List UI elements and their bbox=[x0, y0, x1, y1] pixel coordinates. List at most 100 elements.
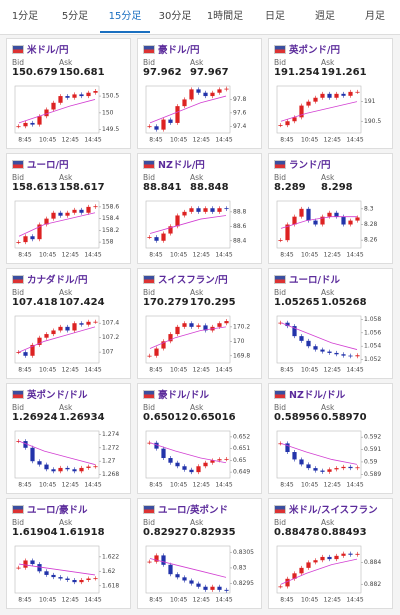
mini-chart: 149.5 150 150.5 8:45 10:45 12:45 14:45 bbox=[14, 85, 119, 144]
y-tick-label: 1.618 bbox=[102, 582, 119, 589]
candle bbox=[189, 580, 194, 584]
candle bbox=[203, 92, 208, 97]
plot-frame bbox=[145, 200, 231, 249]
flag bbox=[143, 390, 155, 399]
candle bbox=[161, 119, 166, 130]
rate-panel[interactable]: ユーロ/英ポンド Bid Ask 0.82927 0.82935 0.8295 0.83 0.… bbox=[137, 498, 262, 609]
bid-value: 1.05265 bbox=[274, 297, 320, 308]
x-tick-label: 12:45 bbox=[62, 367, 79, 374]
candle bbox=[168, 458, 173, 463]
candle bbox=[44, 109, 49, 117]
rate-panel[interactable]: 豪ドル/ドル Bid Ask 0.65012 0.65016 0.649 0.65 0.651… bbox=[137, 383, 262, 494]
rate-panel[interactable]: 米ドル/スイスフラン Bid Ask 0.88478 0.88493 0.882 0.884… bbox=[268, 498, 393, 609]
candle bbox=[320, 349, 325, 352]
y-tick-label: 0.65 bbox=[233, 457, 247, 464]
tab[interactable]: 30分足 bbox=[158, 11, 192, 22]
candle bbox=[278, 443, 283, 445]
y-tick-label: 1.27 bbox=[102, 458, 116, 465]
candle bbox=[44, 571, 49, 575]
candle bbox=[16, 352, 21, 353]
pair-name[interactable]: スイスフラン/円 bbox=[158, 275, 228, 286]
ask-value: 1.61918 bbox=[59, 527, 105, 538]
candle bbox=[161, 341, 166, 349]
pair-name[interactable]: NZドル/円 bbox=[158, 160, 205, 171]
pair-name[interactable]: 米ドル/円 bbox=[27, 45, 69, 56]
candle bbox=[175, 215, 180, 227]
candle bbox=[30, 236, 35, 240]
pair-name[interactable]: カナダドル/円 bbox=[27, 275, 88, 286]
tab[interactable]: 1分足 bbox=[11, 11, 39, 22]
bid-value: 107.418 bbox=[12, 297, 58, 308]
pair-name[interactable]: 米ドル/スイスフラン bbox=[289, 505, 378, 516]
candle bbox=[278, 125, 283, 126]
candle bbox=[58, 326, 63, 331]
tab[interactable]: 5分足 bbox=[61, 11, 89, 22]
tab[interactable]: 1時間足 bbox=[206, 11, 244, 22]
y-tick-label: 0.589 bbox=[364, 471, 381, 478]
tab[interactable]: 日足 bbox=[265, 11, 285, 22]
x-tick-label: 14:45 bbox=[84, 137, 101, 144]
ask-value: 0.65016 bbox=[190, 412, 236, 423]
moving-average bbox=[18, 563, 96, 576]
tab-bar: 1分足 5分足 15分足 30分足 1時間足 日足 週足 月足 bbox=[0, 0, 400, 35]
x-tick-label: 12:45 bbox=[62, 597, 79, 604]
rate-panel[interactable]: 英ポンド/ドル Bid Ask 1.26924 1.26934 1.268 1.27 1.27… bbox=[6, 383, 131, 494]
y-tick-label: 1.274 bbox=[102, 431, 119, 438]
x-tick-label: 8:45 bbox=[18, 597, 32, 604]
y-tick-label: 170.2 bbox=[233, 323, 250, 330]
candle bbox=[161, 555, 166, 565]
candle bbox=[320, 470, 325, 472]
rate-panel[interactable]: 豪ドル/円 Bid Ask 97.962 97.967 97.4 97.6 97.8 8:45 1… bbox=[137, 38, 262, 149]
tab[interactable]: 週足 bbox=[315, 11, 335, 22]
moving-average bbox=[18, 326, 96, 353]
x-tick-label: 12:45 bbox=[62, 137, 79, 144]
x-tick-label: 12:45 bbox=[193, 482, 210, 489]
flag bbox=[12, 390, 24, 399]
rate-panel[interactable]: NZドル/円 Bid Ask 88.841 88.848 88.4 88.6 88.8 8:45… bbox=[137, 153, 262, 264]
pair-name[interactable]: 豪ドル/円 bbox=[158, 45, 200, 56]
rate-panel[interactable]: カナダドル/円 Bid Ask 107.418 107.424 107 107.2 107.4… bbox=[6, 268, 131, 379]
candle bbox=[196, 466, 201, 473]
candle bbox=[292, 452, 297, 460]
rate-panel[interactable]: 英ポンド/円 Bid Ask 191.254 191.261 190.5 191 8:45 10… bbox=[268, 38, 393, 149]
x-tick-label: 12:45 bbox=[324, 482, 341, 489]
tab[interactable]: 月足 bbox=[365, 11, 385, 22]
pair-name[interactable]: 豪ドル/ドル bbox=[158, 390, 209, 401]
candle bbox=[44, 218, 49, 225]
y-tick-label: 1.052 bbox=[364, 356, 381, 363]
x-tick-label: 10:45 bbox=[170, 252, 187, 259]
mini-chart: 1.618 1.62 1.622 8:45 10:45 12:45 14:45 bbox=[14, 545, 119, 604]
candle bbox=[154, 442, 159, 449]
candle bbox=[224, 589, 229, 591]
x-tick-label: 10:45 bbox=[170, 137, 187, 144]
pair-name[interactable]: 英ポンド/ドル bbox=[27, 390, 88, 401]
pair-name[interactable]: ユーロ/英ポンド bbox=[158, 505, 228, 516]
mini-chart: 169.8 170 170.2 8:45 10:45 12:45 14:45 bbox=[145, 315, 250, 374]
rate-panel[interactable]: NZドル/ドル Bid Ask 0.58956 0.58970 0.589 0.59 0.59… bbox=[268, 383, 393, 494]
pair-name[interactable]: NZドル/ドル bbox=[289, 390, 346, 401]
pair-name[interactable]: ユーロ/ドル bbox=[289, 275, 340, 286]
bid-label: Bid bbox=[12, 288, 24, 297]
candle bbox=[210, 208, 215, 212]
x-tick-label: 14:45 bbox=[215, 597, 232, 604]
pair-name[interactable]: ランド/円 bbox=[289, 160, 331, 171]
tab[interactable]: 15分足 bbox=[100, 0, 150, 33]
moving-average bbox=[280, 322, 358, 350]
candle bbox=[93, 578, 98, 580]
candle bbox=[278, 240, 283, 241]
y-tick-label: 158.6 bbox=[102, 203, 119, 210]
rate-panel[interactable]: ユーロ/豪ドル Bid Ask 1.61904 1.61918 1.618 1.62 1.62… bbox=[6, 498, 131, 609]
rate-panel[interactable]: スイスフラン/円 Bid Ask 170.279 170.295 169.8 170 170.… bbox=[137, 268, 262, 379]
candle bbox=[175, 574, 180, 578]
pair-name[interactable]: ユーロ/豪ドル bbox=[27, 505, 88, 516]
flag bbox=[274, 275, 286, 284]
rate-panel[interactable]: 米ドル/円 Bid Ask 150.679 150.681 149.5 150 150.5 8:… bbox=[6, 38, 131, 149]
rate-panel[interactable]: ユーロ/ドル Bid Ask 1.05265 1.05268 1.052 1.054 1.05… bbox=[268, 268, 393, 379]
bid-value: 1.26924 bbox=[12, 412, 58, 423]
candle bbox=[182, 323, 187, 327]
rate-panel[interactable]: ランド/円 Bid Ask 8.289 8.298 8.26 8.28 8.3 8:45 10:4… bbox=[268, 153, 393, 264]
pair-name[interactable]: ユーロ/円 bbox=[27, 160, 69, 171]
candle bbox=[30, 122, 35, 125]
pair-name[interactable]: 英ポンド/円 bbox=[289, 45, 340, 56]
rate-panel[interactable]: ユーロ/円 Bid Ask 158.613 158.617 158 158.2 158.4 15… bbox=[6, 153, 131, 264]
